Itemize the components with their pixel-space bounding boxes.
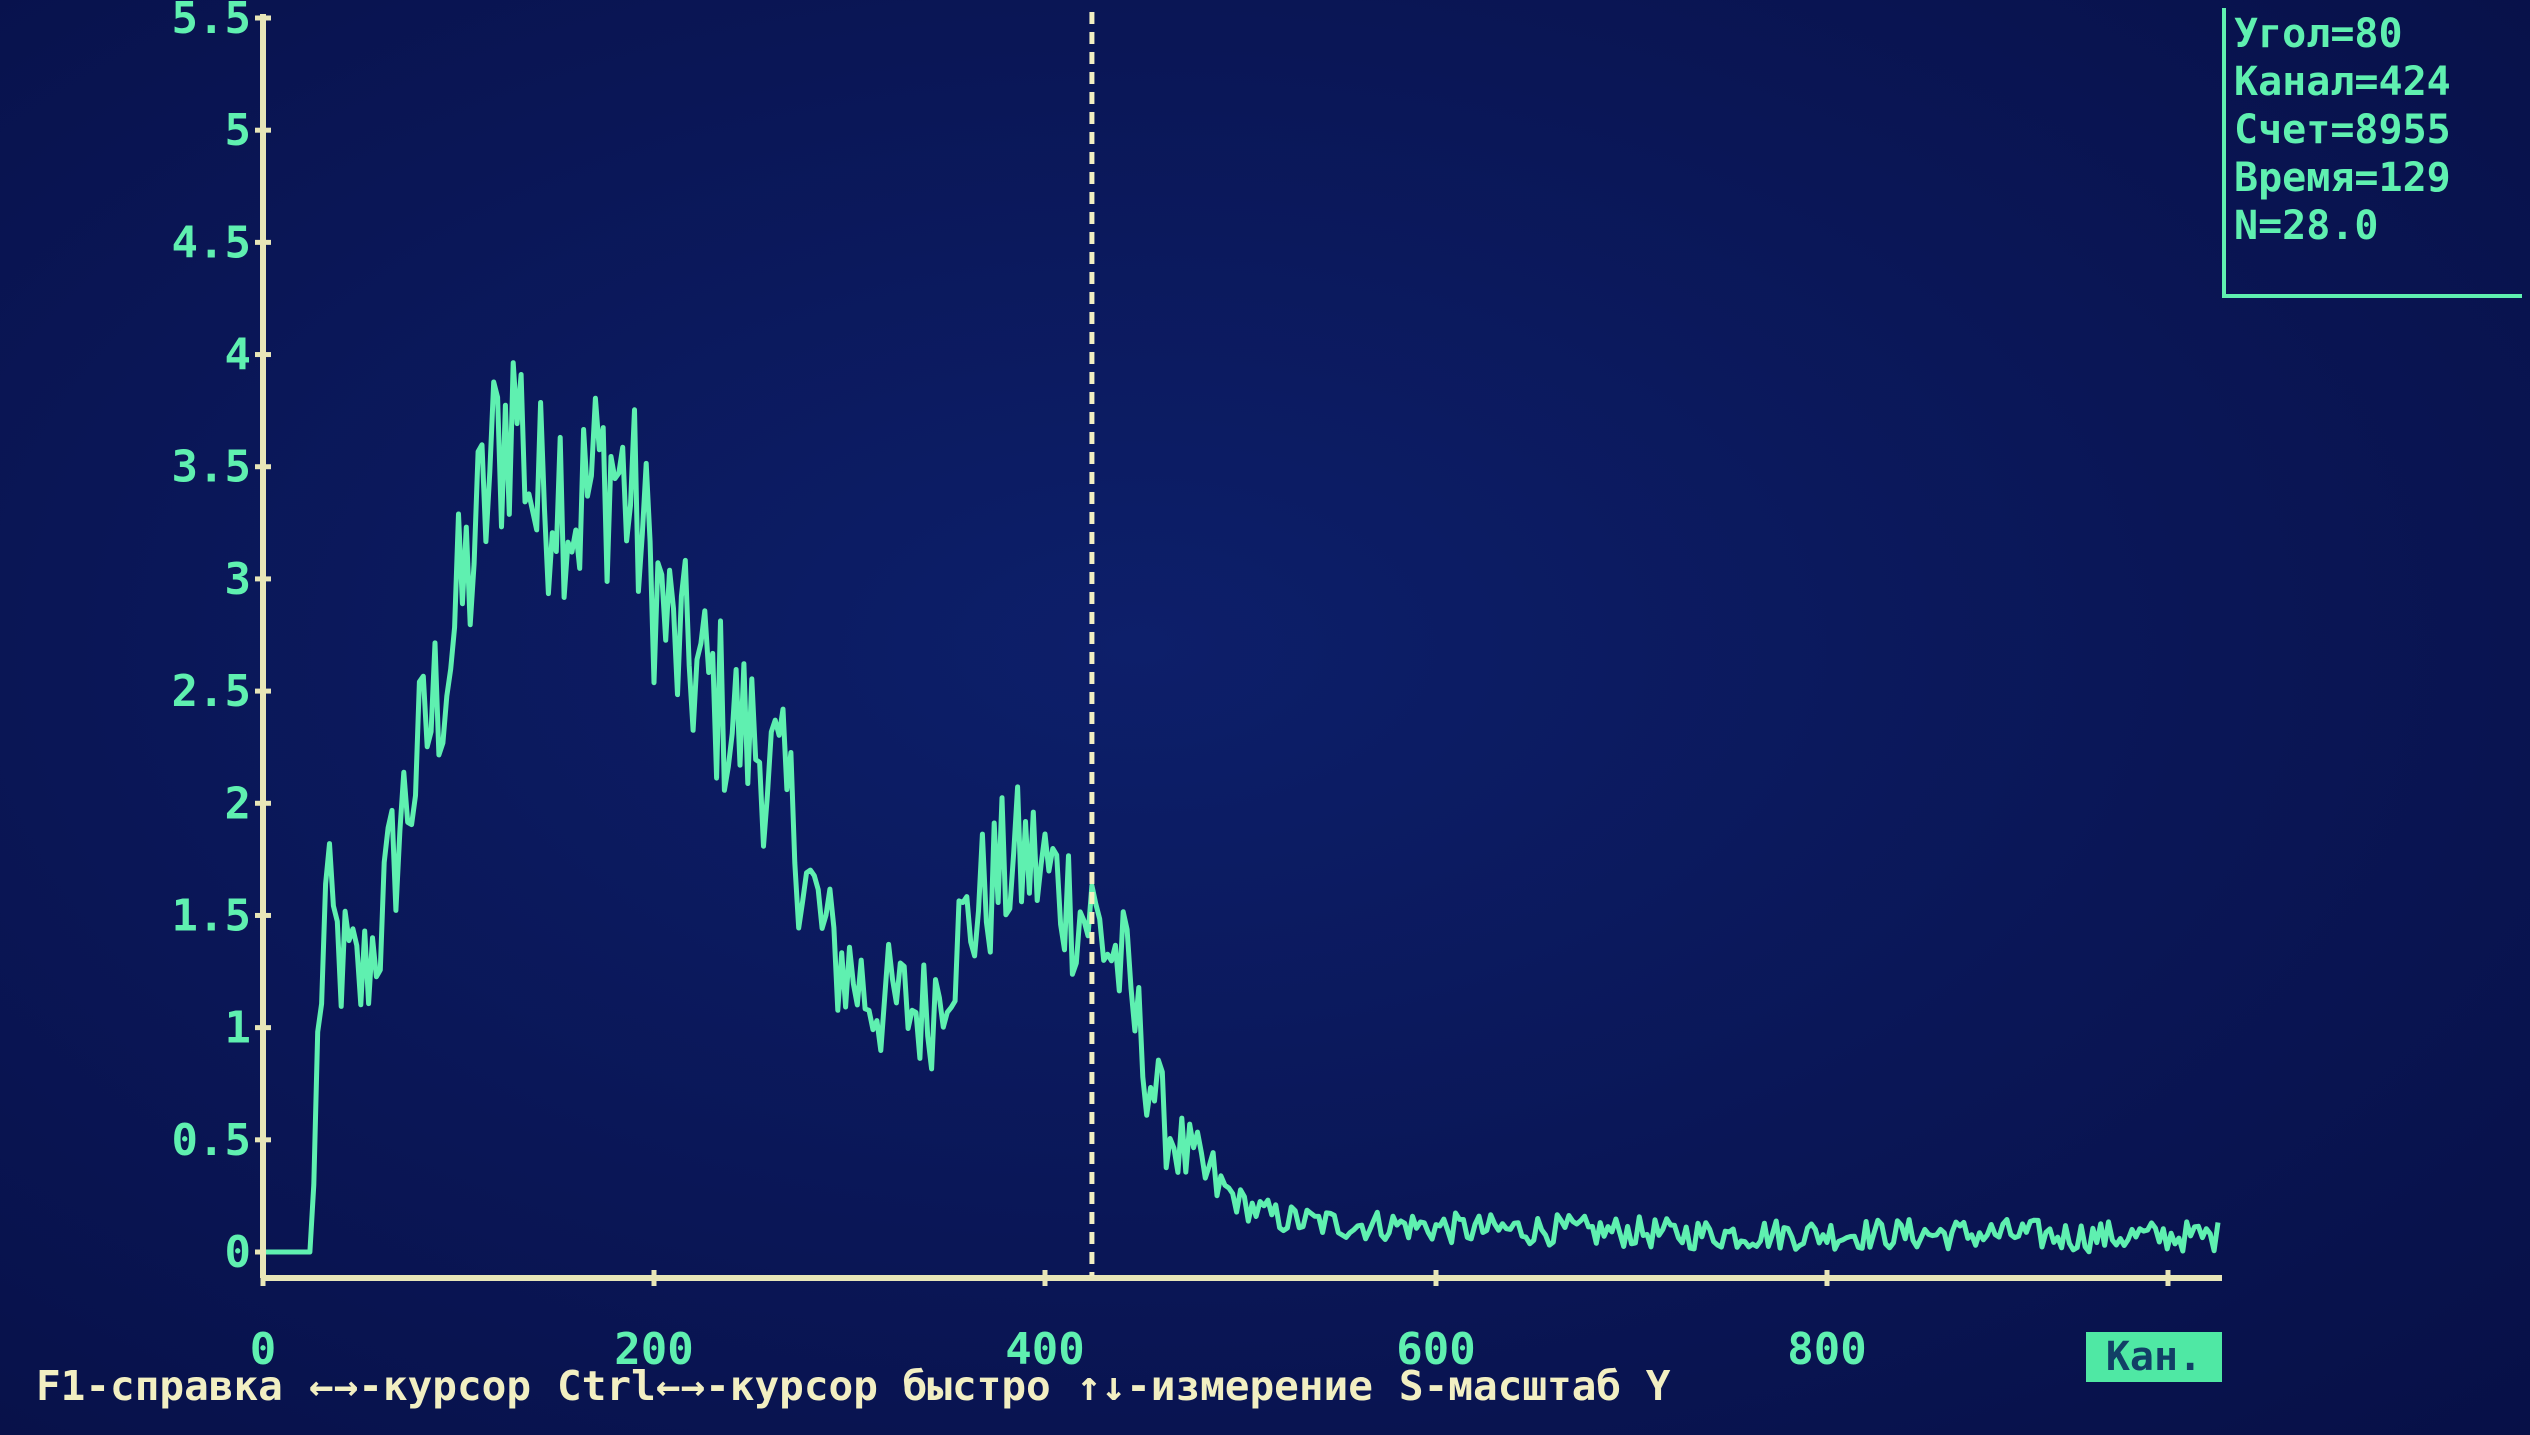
- y-axis-ticks: 0 0.5 1 1.5 2 2.5 3 3.5 4 4.5 5 5.5: [172, 0, 271, 1278]
- measurement-info-panel: Угол=80 Канал=424 Счет=8955 Время=129 N=…: [2222, 8, 2522, 298]
- y-tick-label: 4: [225, 330, 252, 381]
- count-readout: Счет=8955: [2234, 107, 2451, 153]
- key-hints-bar: F1-справка ←→-курсор Ctrl←→-курсор быстро ↑…: [36, 1362, 1696, 1422]
- x-tick-label: 200: [614, 1324, 693, 1375]
- x-tick-label: 800: [1787, 1324, 1866, 1375]
- y-tick-label: 0.5: [172, 1115, 251, 1166]
- y-tick-label: 1: [225, 1003, 252, 1054]
- x-axis-unit-label: Кан.: [2086, 1332, 2222, 1382]
- hint-scale[interactable]: S-масштаб Y: [1398, 1362, 1671, 1410]
- x-tick-label: 0: [250, 1324, 277, 1375]
- n-readout: N=28.0: [2234, 203, 2379, 249]
- y-tick-label: 2: [225, 778, 252, 829]
- y-tick-label: 2.5: [172, 666, 251, 717]
- x-axis-ticks: 0 200 400 600 800: [250, 1270, 2171, 1375]
- time-readout: Время=129: [2234, 155, 2451, 201]
- hint-cursor-fast[interactable]: Ctrl←→-курсор быстро: [557, 1362, 1051, 1410]
- x-tick-label: 600: [1396, 1324, 1475, 1375]
- y-tick-label: 1.5: [172, 890, 251, 941]
- y-tick-label: 5: [225, 105, 252, 156]
- angle-readout: Угол=80: [2234, 11, 2403, 57]
- hint-help[interactable]: F1-справка: [36, 1362, 283, 1410]
- y-tick-label: 3.5: [172, 442, 251, 493]
- y-tick-label: 0: [225, 1227, 252, 1278]
- hint-cursor[interactable]: ←→-курсор: [308, 1362, 532, 1410]
- y-tick-label: 4.5: [172, 217, 251, 268]
- y-tick-label: 3: [225, 554, 252, 605]
- x-tick-label: 400: [1005, 1324, 1084, 1375]
- y-tick-label: 5.5: [172, 0, 251, 44]
- hint-measure[interactable]: ↑↓-измерение: [1076, 1362, 1373, 1410]
- spectrum-trace: [263, 360, 2221, 1255]
- channel-readout: Канал=424: [2234, 59, 2451, 105]
